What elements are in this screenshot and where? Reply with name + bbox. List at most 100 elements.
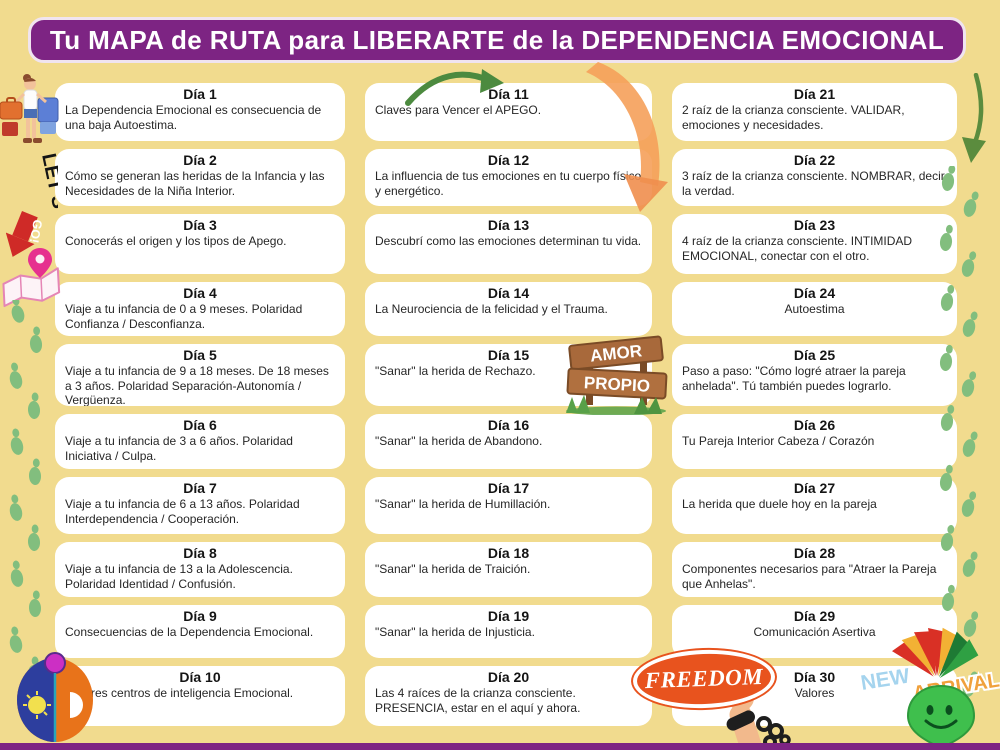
- day-card-5: Día 5 Viaje a tu infancia de 9 a 18 meses…: [55, 344, 345, 406]
- day-card-title: Día 15: [487, 347, 530, 363]
- day-card-text: Los tres centros de inteligencia Emocion…: [65, 686, 294, 701]
- day-card-14: Día 14 La Neurociencia de la felicidad y …: [365, 282, 652, 336]
- day-card-title: Día 18: [487, 545, 530, 561]
- green-curved-arrow-icon: [405, 69, 504, 106]
- day-card-text: Descubrí como las emociones determinan t…: [375, 234, 642, 249]
- day-card-title: Día 3: [183, 217, 217, 233]
- day-card-25: Día 25 Paso a paso: "Cómo logré atraer la…: [672, 344, 957, 406]
- day-card-text: "Sanar" la herida de Injusticia.: [375, 625, 535, 640]
- day-card-3: Día 3 Conocerás el origen y los tipos de …: [55, 214, 345, 274]
- day-card-title: Día 11: [488, 86, 529, 102]
- day-card-title: Día 6: [183, 417, 217, 433]
- day-card-20: Día 20 Las 4 raíces de la crianza conscie…: [365, 666, 652, 726]
- day-card-title: Día 9: [183, 608, 217, 624]
- day-card-title: Día 21: [793, 86, 836, 102]
- day-card-text: Paso a paso: "Cómo logré atraer la parej…: [682, 364, 906, 393]
- day-card-text: Comunicación Asertiva: [753, 625, 876, 640]
- day-card-12: Día 12 La influencia de tus emociones en …: [365, 149, 652, 206]
- day-card-1: Día 1 La Dependencia Emocional es consecu…: [55, 83, 345, 141]
- day-card-title: Día 10: [179, 669, 221, 685]
- day-card-text: Claves para Vencer el APEGO.: [375, 103, 542, 118]
- day-card-text: Conocerás el origen y los tipos de Apego…: [65, 234, 287, 249]
- amor-propio-line2: PROPIO: [583, 373, 650, 395]
- day-card-text: La Dependencia Emocional es consecuencia…: [65, 103, 322, 132]
- day-card-title: Día 13: [487, 217, 530, 233]
- footprints-left-icon: [5, 300, 43, 684]
- day-card-title: Día 28: [793, 545, 836, 561]
- day-card-9: Día 9 Consecuencias de la Dependencia Emo…: [55, 605, 345, 658]
- woman-shopper-icon: [0, 74, 59, 143]
- day-grid: Día 1 La Dependencia Emocional es consecu…: [55, 83, 957, 726]
- day-card-18: Día 18 "Sanar" la herida de Traición.: [365, 542, 652, 597]
- day-card-title: Día 4: [183, 285, 217, 301]
- day-card-title: Día 20: [487, 669, 530, 685]
- day-card-27: Día 27 La herida que duele hoy en la pare…: [672, 477, 957, 534]
- day-card-text: 2 raíz de la crianza consciente. VALIDAR…: [682, 103, 905, 132]
- day-card-text: Viaje a tu infancia de 6 a 13 años. Pola…: [65, 497, 300, 526]
- day-card-text: La herida que duele hoy en la pareja: [682, 497, 877, 512]
- day-card-24: Día 24 Autoestima: [672, 282, 957, 336]
- day-card-text: Viaje a tu infancia de 9 a 18 meses. De …: [65, 364, 329, 406]
- day-card-title: Día 29: [793, 608, 836, 624]
- bottom-border: [0, 743, 1000, 750]
- day-card-8: Día 8 Viaje a tu infancia de 13 a la Adol…: [55, 542, 345, 597]
- page-title-text: Tu MAPA de RUTA para LIBERARTE de la DEP…: [49, 24, 945, 55]
- day-card-text: Las 4 raíces de la crianza consciente. P…: [375, 686, 581, 715]
- day-card-text: Viaje a tu infancia de 0 a 9 meses. Pola…: [65, 302, 303, 331]
- day-card-28: Día 28 Componentes necesarios para "Atrae…: [672, 542, 957, 597]
- day-card-6: Día 6 Viaje a tu infancia de 3 a 6 años. …: [55, 414, 345, 469]
- day-card-29: Día 29 Comunicación Asertiva: [672, 605, 957, 658]
- day-card-7: Día 7 Viaje a tu infancia de 6 a 13 años.…: [55, 477, 345, 534]
- lets-go-lets-label: LET'S: [37, 153, 58, 211]
- day-card-title: Día 16: [487, 417, 530, 433]
- day-card-4: Día 4 Viaje a tu infancia de 0 a 9 meses.…: [55, 282, 345, 336]
- day-card-13: Día 13 Descubrí como las emociones determ…: [365, 214, 652, 274]
- orange-swoosh-arrow-icon: [586, 62, 668, 212]
- lets-go-go-label: GO!: [27, 219, 45, 245]
- day-card-26: Día 26 Tu Pareja Interior Cabeza / Corazó…: [672, 414, 957, 469]
- freedom-label: FREEDOM: [644, 663, 764, 694]
- day-card-text: "Sanar" la herida de Humillación.: [375, 497, 551, 512]
- day-card-10: Día 10 Los tres centros de inteligencia E…: [55, 666, 345, 726]
- day-card-title: Día 23: [793, 217, 836, 233]
- day-card-title: Día 25: [793, 347, 836, 363]
- day-card-text: Componentes necesarios para "Atraer la P…: [682, 562, 937, 591]
- day-card-text: Valores: [794, 686, 835, 701]
- lets-go-sign: LET'S GO!: [6, 153, 58, 257]
- balloon-smiley-icon: [906, 684, 976, 750]
- amor-propio-sign: AMOR PROPIO: [566, 335, 668, 415]
- day-card-title: Día 2: [183, 152, 217, 168]
- day-card-title: Día 17: [487, 480, 530, 496]
- day-card-title: Día 19: [487, 608, 530, 624]
- day-card-title: Día 8: [183, 545, 217, 561]
- day-card-17: Día 17 "Sanar" la herida de Humillación.: [365, 477, 652, 534]
- day-card-text: Autoestima: [784, 302, 845, 317]
- day-card-19: Día 19 "Sanar" la herida de Injusticia.: [365, 605, 652, 658]
- day-card-21: Día 21 2 raíz de la crianza consciente. V…: [672, 83, 957, 141]
- day-card-title: Día 7: [183, 480, 217, 496]
- day-card-title: Día 12: [487, 152, 530, 168]
- day-card-text: Cómo se generan las heridas de la Infanc…: [65, 169, 325, 198]
- page-title: Tu MAPA de RUTA para LIBERARTE de la DEP…: [28, 17, 966, 63]
- day-card-text: 3 raíz de la crianza consciente. NOMBRAR…: [682, 169, 945, 198]
- day-card-11: Día 11 Claves para Vencer el APEGO.: [365, 83, 652, 141]
- day-card-title: Día 26: [793, 417, 836, 433]
- day-card-title: Día 24: [793, 285, 836, 301]
- day-card-text: "Sanar" la herida de Traición.: [375, 562, 531, 577]
- day-card-16: Día 16 "Sanar" la herida de Abandono.: [365, 414, 652, 469]
- day-card-title: Día 14: [487, 285, 530, 301]
- map-pin-icon: [2, 248, 61, 308]
- day-card-title: Día 30: [793, 669, 836, 685]
- green-down-arrow-icon: [962, 73, 986, 163]
- day-card-text: "Sanar" la herida de Abandono.: [375, 434, 543, 449]
- day-card-text: La Neurociencia de la felicidad y el Tra…: [375, 302, 608, 317]
- day-card-title: Día 5: [183, 347, 217, 363]
- day-card-title: Día 1: [183, 86, 217, 102]
- day-card-text: Tu Pareja Interior Cabeza / Corazón: [682, 434, 875, 449]
- day-card-text: 4 raíz de la crianza consciente. INTIMID…: [682, 234, 913, 263]
- new-arrival-banner: NEW ARRIVAL: [858, 627, 1000, 707]
- day-card-text: La influencia de tus emociones en tu cue…: [375, 169, 642, 198]
- day-card-title: Día 27: [793, 480, 836, 496]
- day-card-2: Día 2 Cómo se generan las heridas de la I…: [55, 149, 345, 206]
